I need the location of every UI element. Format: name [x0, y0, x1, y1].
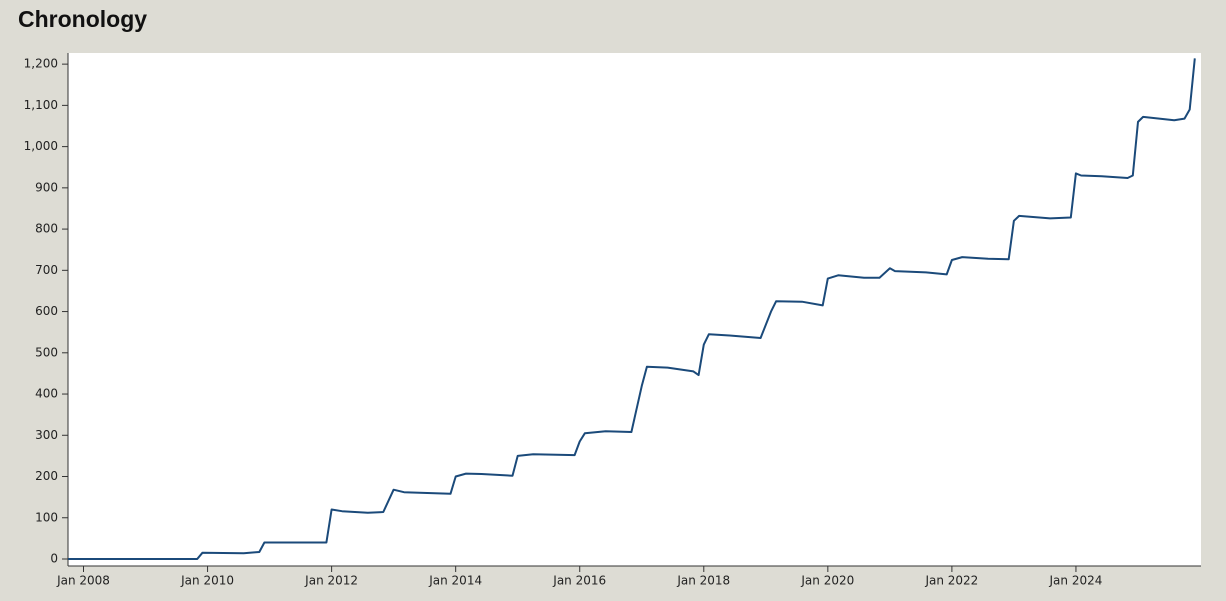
y-tick-label: 900: [35, 180, 58, 194]
x-tick-label: Jan 2008: [56, 574, 110, 588]
y-tick-label: 100: [35, 510, 58, 524]
x-tick-label: Jan 2012: [304, 574, 358, 588]
x-tick-label: Jan 2014: [428, 574, 482, 588]
y-tick-label: 600: [35, 304, 58, 318]
y-tick-label: 300: [35, 428, 58, 442]
x-tick-label: Jan 2024: [1049, 574, 1103, 588]
plot-area: [68, 53, 1201, 566]
y-tick-label: 400: [35, 387, 58, 401]
y-tick-label: 0: [50, 551, 58, 565]
x-tick-label: Jan 2020: [800, 574, 854, 588]
y-tick-label: 500: [35, 345, 58, 359]
y-tick-label: 1,200: [24, 57, 58, 71]
data-line: [68, 58, 1196, 560]
x-tick-label: Jan 2010: [180, 574, 234, 588]
x-tick-label: Jan 2022: [924, 574, 978, 588]
y-tick-label: 1,100: [24, 98, 58, 112]
x-tick-label: Jan 2018: [676, 574, 730, 588]
y-tick-label: 200: [35, 469, 58, 483]
chart-title: Chronology: [18, 6, 148, 32]
y-tick-label: 800: [35, 222, 58, 236]
y-tick-label: 1,000: [24, 139, 58, 153]
x-tick-label: Jan 2016: [552, 574, 606, 588]
y-tick-label: 700: [35, 263, 58, 277]
